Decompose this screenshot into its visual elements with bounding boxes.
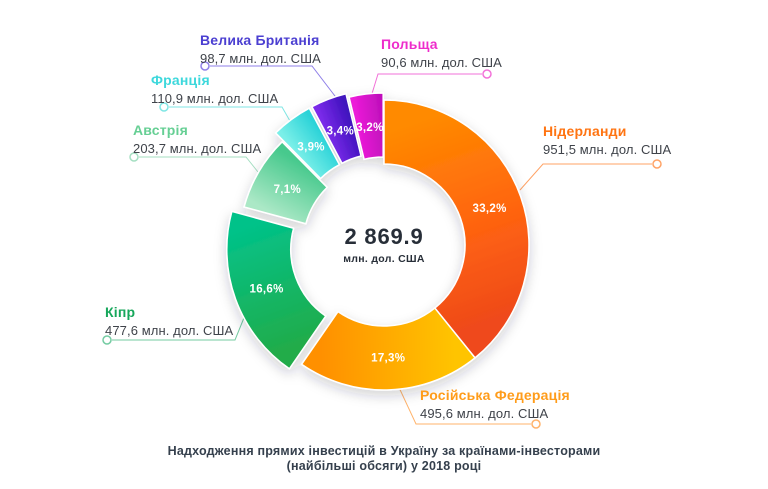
donut-slice-3 <box>243 140 329 225</box>
total-unit: млн. дол. США <box>343 253 425 265</box>
country-value: 951,5 млн. дол. США <box>543 141 672 157</box>
country-value: 477,6 млн. дол. США <box>105 322 234 338</box>
label-avstriia: Австрія 203,7 млн. дол. США <box>133 122 261 156</box>
caption-line-2: (найбільші обсяги) у 2018 році <box>286 459 482 473</box>
country-value: 90,6 млн. дол. США <box>381 54 502 70</box>
leader-line-1 <box>395 380 531 425</box>
percent-labels: 33,2% 17,3% 16,6% 7,1% 3,9%3,4% 3,2% <box>250 122 507 364</box>
label-frantsiia: Франція 110,9 млн. дол. США <box>151 72 278 106</box>
slice-percent-1: 17,3% <box>371 352 405 364</box>
donut-slices <box>226 92 530 391</box>
country-value: 98,7 млн. дол. США <box>200 50 321 66</box>
leader-line-0 <box>519 163 652 191</box>
label-velyka-brytaniia: Велика Британія 98,7 млн. дол. США <box>200 32 321 66</box>
country-value: 110,9 млн. дол. США <box>151 90 279 106</box>
leader-dot-0 <box>652 159 662 169</box>
country-name: Франція <box>151 72 210 88</box>
leader-line-3 <box>139 156 259 173</box>
slice-percent-2: 16,6% <box>250 283 284 295</box>
total-value: 2 869.9 <box>344 224 424 249</box>
label-niderlandy: Нідерланди 951,5 млн. дол. США <box>543 123 671 157</box>
donut-center-label: 2 869.9 млн. дол. США <box>284 224 484 265</box>
leader-dot-4 <box>159 102 169 112</box>
leader-dot-5 <box>200 61 210 71</box>
donut-slice-4 <box>274 107 341 180</box>
slice-percent-4: 3,9% <box>297 141 324 153</box>
country-value: 495,6 млн. дол. США <box>420 405 549 421</box>
country-name: Кіпр <box>105 304 136 320</box>
leader-dot-2 <box>102 335 112 345</box>
caption-line-1: Надходження прямих інвестицій в Україну … <box>167 444 601 458</box>
donut-slice-6 <box>348 92 384 161</box>
country-name: Польща <box>381 36 438 52</box>
donut-slice-0 <box>383 99 530 359</box>
leader-lines <box>102 61 662 429</box>
label-polshcha: Польща 90,6 млн. дол. США <box>381 36 502 70</box>
donut-slice-5 <box>310 92 362 165</box>
leader-dot-1 <box>531 419 541 429</box>
label-kipr: Кіпр 477,6 млн. дол. США <box>105 304 233 338</box>
country-name: Австрія <box>133 122 189 138</box>
country-name: Велика Британія <box>200 32 320 48</box>
leader-dot-3 <box>129 152 139 162</box>
donut-slice-2 <box>226 210 327 370</box>
chart-caption: Надходження прямих інвестицій в Україну … <box>0 444 768 474</box>
country-name: Нідерланди <box>543 123 627 139</box>
donut-slice-1 <box>300 306 477 391</box>
slice-percent-3: 7,1% <box>274 184 301 196</box>
slice-percent-0: 33,2% <box>473 203 507 215</box>
country-value: 203,7 млн. дол. США <box>133 140 262 156</box>
leader-line-5 <box>210 65 339 101</box>
label-rosiiska-federatsiia: Російська Федерація 495,6 млн. дол. США <box>420 387 570 421</box>
slice-percent-5: 3,4% <box>327 125 354 137</box>
country-name: Російська Федерація <box>420 387 570 403</box>
leader-dot-6 <box>482 69 492 79</box>
slice-percent-6: 3,2% <box>356 122 383 134</box>
